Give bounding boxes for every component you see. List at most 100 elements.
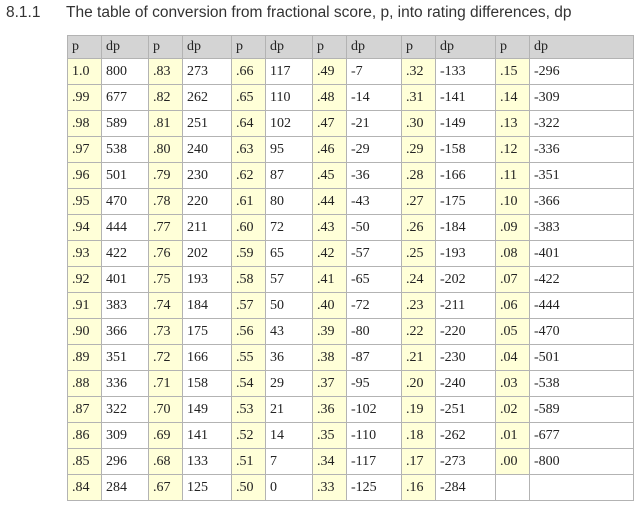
dp-cell: 273	[183, 59, 232, 85]
p-cell: .01	[496, 423, 530, 449]
p-cell: .68	[149, 449, 183, 475]
p-cell: .74	[149, 293, 183, 319]
p-cell: .59	[232, 241, 266, 267]
dp-cell: -470	[530, 319, 634, 345]
p-cell: .52	[232, 423, 266, 449]
dp-cell: -677	[530, 423, 634, 449]
table-row: .97 538.80 240.63 95.46 -29.29 -158.12 -336	[68, 137, 634, 163]
dp-cell: -125	[347, 475, 402, 501]
p-cell: .93	[68, 241, 102, 267]
table-header-row: p dp p dp p dp p dp p dp p dp	[68, 36, 634, 59]
dp-cell: -589	[530, 397, 634, 423]
dp-cell: -175	[436, 189, 496, 215]
p-cell: .83	[149, 59, 183, 85]
p-cell: .03	[496, 371, 530, 397]
dp-cell: 110	[266, 85, 313, 111]
p-cell: .18	[402, 423, 436, 449]
dp-cell: -220	[436, 319, 496, 345]
dp-cell: 133	[183, 449, 232, 475]
column-header-p: p	[232, 36, 266, 59]
p-cell: .33	[313, 475, 347, 501]
dp-cell: -401	[530, 241, 634, 267]
p-cell: .90	[68, 319, 102, 345]
dp-cell: 158	[183, 371, 232, 397]
p-cell: .29	[402, 137, 436, 163]
p-cell: .88	[68, 371, 102, 397]
dp-cell: -366	[530, 189, 634, 215]
p-cell: .76	[149, 241, 183, 267]
dp-cell: 309	[102, 423, 149, 449]
p-cell: .08	[496, 241, 530, 267]
table-row: .94 444.77 211.60 72.43 -50.26 -184.09 -383	[68, 215, 634, 241]
dp-cell: 251	[183, 111, 232, 137]
table-row: .89 351.72 166.55 36.38 -87.21 -230.04 -501	[68, 345, 634, 371]
dp-cell: -29	[347, 137, 402, 163]
column-header-dp: dp	[347, 36, 402, 59]
p-cell: .77	[149, 215, 183, 241]
dp-cell: 14	[266, 423, 313, 449]
p-cell: .34	[313, 449, 347, 475]
dp-cell: 262	[183, 85, 232, 111]
p-cell: .06	[496, 293, 530, 319]
dp-cell: 211	[183, 215, 232, 241]
p-cell: .30	[402, 111, 436, 137]
p-cell: .81	[149, 111, 183, 137]
column-header-p: p	[402, 36, 436, 59]
p-cell: .41	[313, 267, 347, 293]
dp-cell: 401	[102, 267, 149, 293]
p-cell: .11	[496, 163, 530, 189]
dp-cell: -202	[436, 267, 496, 293]
dp-cell: -141	[436, 85, 496, 111]
p-cell: .20	[402, 371, 436, 397]
p-cell: .02	[496, 397, 530, 423]
dp-cell: -80	[347, 319, 402, 345]
dp-cell: -193	[436, 241, 496, 267]
dp-cell: -211	[436, 293, 496, 319]
p-cell: .36	[313, 397, 347, 423]
dp-cell: 175	[183, 319, 232, 345]
p-cell: .00	[496, 449, 530, 475]
dp-cell: -14	[347, 85, 402, 111]
p-cell: .48	[313, 85, 347, 111]
p-cell: .26	[402, 215, 436, 241]
dp-cell: 149	[183, 397, 232, 423]
p-cell: .65	[232, 85, 266, 111]
p-cell: .84	[68, 475, 102, 501]
p-cell: .35	[313, 423, 347, 449]
p-cell: .31	[402, 85, 436, 111]
dp-cell: -110	[347, 423, 402, 449]
dp-cell: 800	[102, 59, 149, 85]
p-cell: .56	[232, 319, 266, 345]
table-row: .93 422.76 202.59 65.42 -57.25 -193.08 -401	[68, 241, 634, 267]
dp-cell: 193	[183, 267, 232, 293]
table-row: .86 309.69 141.52 14.35 -110.18 -262.01 -677	[68, 423, 634, 449]
dp-cell: 336	[102, 371, 149, 397]
p-cell: .80	[149, 137, 183, 163]
dp-cell: 383	[102, 293, 149, 319]
dp-cell: -351	[530, 163, 634, 189]
dp-cell: 95	[266, 137, 313, 163]
dp-cell: 351	[102, 345, 149, 371]
dp-cell: 240	[183, 137, 232, 163]
dp-cell: -422	[530, 267, 634, 293]
dp-cell: -284	[436, 475, 496, 501]
p-cell: .67	[149, 475, 183, 501]
dp-cell: 50	[266, 293, 313, 319]
p-cell: .27	[402, 189, 436, 215]
table-row: .92 401.75 193.58 57.41 -65.24 -202.07 -422	[68, 267, 634, 293]
dp-cell: -230	[436, 345, 496, 371]
dp-cell: 422	[102, 241, 149, 267]
dp-cell: 220	[183, 189, 232, 215]
dp-cell: 166	[183, 345, 232, 371]
dp-cell: 296	[102, 449, 149, 475]
dp-cell: 322	[102, 397, 149, 423]
dp-cell: 501	[102, 163, 149, 189]
p-cell: .99	[68, 85, 102, 111]
p-cell: .92	[68, 267, 102, 293]
dp-cell: 117	[266, 59, 313, 85]
table-row: .99 677.82 262.65 110.48 -14.31 -141.14 -309	[68, 85, 634, 111]
p-cell: .95	[68, 189, 102, 215]
dp-cell: 7	[266, 449, 313, 475]
table-row: .87 322.70 149.53 21.36 -102.19 -251.02 -589	[68, 397, 634, 423]
p-cell: .37	[313, 371, 347, 397]
